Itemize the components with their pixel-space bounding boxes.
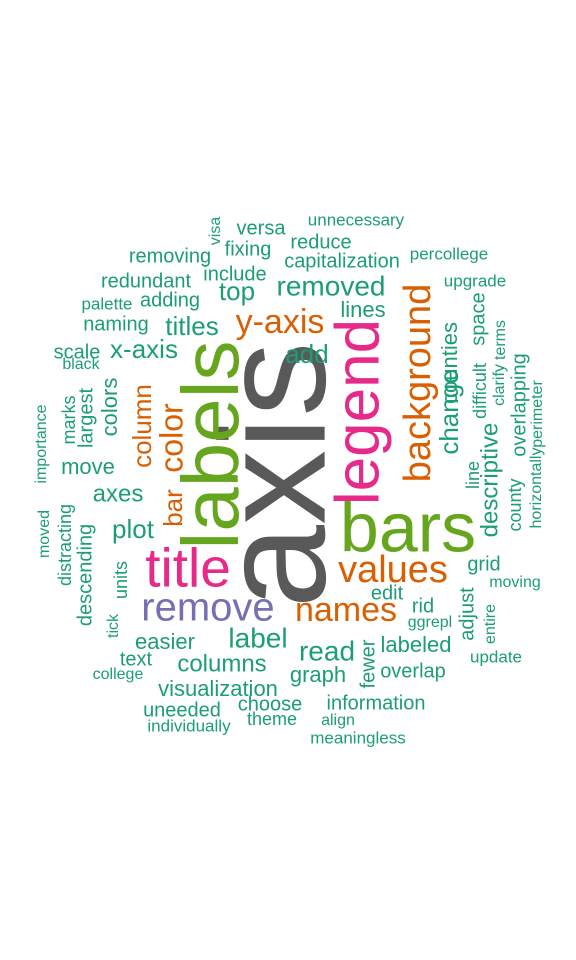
word-fixing: fixing <box>225 238 272 260</box>
word-visa: visa <box>207 217 224 246</box>
word-ggrepl: ggrepl <box>408 614 452 631</box>
word-update: update <box>470 647 522 666</box>
word-label: label <box>228 622 287 653</box>
word-reduce: reduce <box>290 231 351 253</box>
word-information: information <box>327 692 426 714</box>
word-removed: removed <box>277 270 386 301</box>
word-easier: easier <box>135 629 195 654</box>
word-theme: theme <box>247 709 297 729</box>
word-plot: plot <box>112 514 155 544</box>
word-grid: grid <box>467 553 500 575</box>
word-space: space <box>467 292 489 345</box>
word-x-axis: x-axis <box>110 334 178 364</box>
word-labels: labels <box>166 340 255 549</box>
word-scale: scale <box>54 341 101 363</box>
word-visualization: visualization <box>158 676 278 701</box>
word-perimeter: perimeter <box>529 380 546 448</box>
word-difficult: difficult <box>470 363 490 419</box>
word-uneeded: uneeded <box>143 699 221 721</box>
word-edit: edit <box>371 582 404 604</box>
word-entire: entire <box>482 604 499 644</box>
word-clarify: clarify <box>491 364 508 406</box>
word-versa: versa <box>237 217 287 239</box>
word-lines: lines <box>340 297 385 322</box>
word-remove: remove <box>141 586 274 630</box>
word-marks: marks <box>59 396 79 445</box>
word-y-axis: y-axis <box>236 303 325 341</box>
word-axes: axes <box>93 480 144 507</box>
word-axis: axis <box>189 342 357 609</box>
word-background: background <box>397 284 439 483</box>
word-values: values <box>338 549 448 591</box>
word-names: names <box>295 591 397 629</box>
word-meaningless: meaningless <box>310 728 405 747</box>
word-percollege: percollege <box>410 244 488 263</box>
word-descriptive: descriptive <box>476 423 503 538</box>
word-distracting: distracting <box>55 504 75 586</box>
word-adding: adding <box>140 289 200 311</box>
word-units: units <box>111 561 131 599</box>
word-title: title <box>145 537 231 599</box>
word-horizontally: horizontally <box>528 448 545 529</box>
word-top: top <box>219 276 255 306</box>
word-moving: moving <box>489 574 541 591</box>
word-counties: counties <box>437 322 462 404</box>
word-add: add <box>285 339 328 369</box>
word-fewer: fewer <box>357 639 379 688</box>
word-labeled: labeled <box>381 632 452 657</box>
word-college: college <box>93 666 144 683</box>
word-capitalization: capitalization <box>284 250 400 272</box>
word-choose: choose <box>238 693 303 715</box>
word-upgrade: upgrade <box>444 271 506 290</box>
word-palette: palette <box>81 294 132 313</box>
word-tick: tick <box>105 613 122 638</box>
word-legend: legend <box>323 319 392 505</box>
word-individually: individually <box>147 716 231 735</box>
word-line: line <box>463 461 483 489</box>
word-terms: terms <box>492 320 509 360</box>
word-colors: colors <box>97 378 122 437</box>
word-moved: moved <box>36 510 53 558</box>
word-rid: rid <box>412 595 434 617</box>
word-color: color <box>153 403 189 473</box>
word-overlap: overlap <box>380 660 446 682</box>
word-bar: bar <box>158 489 188 527</box>
word-column: column <box>127 384 157 468</box>
word-redundant: redundant <box>101 270 192 292</box>
word-bars: bars <box>340 488 476 566</box>
word-black: black <box>62 356 100 373</box>
word-change: change <box>434 369 464 454</box>
word-columns: columns <box>177 650 266 677</box>
word-overlapping: overlapping <box>508 353 530 456</box>
word-read: read <box>299 635 355 666</box>
word-align: align <box>321 712 355 729</box>
word-importance: importance <box>33 404 50 483</box>
word-graph: graph <box>290 662 346 687</box>
word-adjust: adjust <box>456 587 478 641</box>
word-removing: removing <box>129 245 211 267</box>
word-include: include <box>203 263 266 285</box>
word-descending: descending <box>74 524 96 626</box>
word-largest: largest <box>75 388 97 448</box>
word-unnecessary: unnecessary <box>308 210 405 229</box>
word-text: text <box>120 648 153 670</box>
word-naming: naming <box>83 313 149 335</box>
word-move: move <box>61 454 115 479</box>
word-titles: titles <box>165 311 218 341</box>
word-county: county <box>505 478 525 531</box>
